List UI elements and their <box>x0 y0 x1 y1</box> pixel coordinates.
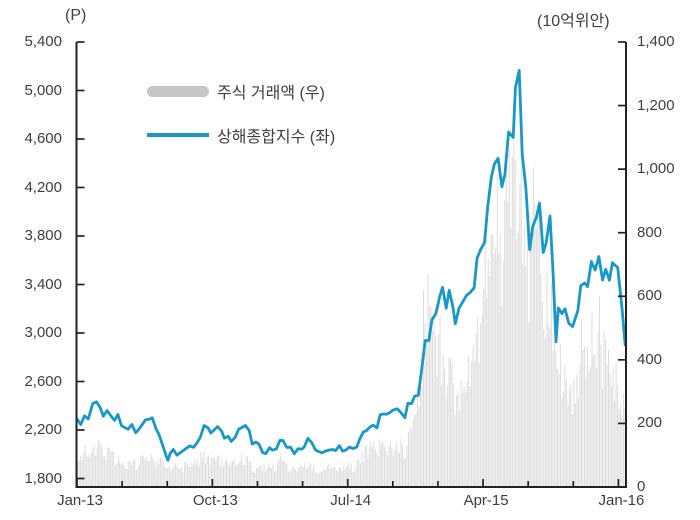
left-axis-tick-label: 2,600 <box>24 372 62 390</box>
x-axis-tick-label: Jan-16 <box>598 492 645 509</box>
left-axis-tick-label: 5,400 <box>24 33 62 50</box>
volume-bars <box>77 141 626 488</box>
left-axis-tick-label: 3,400 <box>24 275 62 293</box>
x-axis-tick-label: Apr-15 <box>463 492 509 509</box>
right-axis-unit-label: (10억위안) <box>537 13 610 30</box>
right-axis-tick-label: 1,000 <box>637 160 675 178</box>
left-axis-tick-label: 2,200 <box>24 421 62 438</box>
x-axis-tick-label: Jul-14 <box>330 492 372 509</box>
right-axis-tick-label: 200 <box>637 414 663 432</box>
left-axis-tick-label: 1,800 <box>24 469 62 487</box>
bar-swatch-icon <box>147 85 209 97</box>
right-axis-tick-label: 1,200 <box>637 96 675 114</box>
legend-item-trading-value: 주식 거래액 (우) <box>147 80 335 102</box>
right-axis-tick-label: 600 <box>637 287 663 305</box>
left-axis-tick-label: 4,600 <box>24 130 62 147</box>
legend-label-shanghai-composite: 상해종합지수 (좌) <box>217 129 336 146</box>
index-line <box>75 69 627 462</box>
left-axis-tick-label: 3,000 <box>24 324 62 341</box>
left-axis-tick-label: 5,000 <box>24 81 62 99</box>
left-axis-tick-label: 3,800 <box>24 227 62 244</box>
legend: 주식 거래액 (우) 상해종합지수 (좌) <box>147 80 335 168</box>
left-axis-tick-label: 4,200 <box>24 178 62 196</box>
right-axis-tick-label: 800 <box>637 223 663 241</box>
line-swatch-icon <box>147 133 209 137</box>
axes <box>75 42 627 488</box>
right-axis-tick-label: 1,400 <box>637 33 675 50</box>
x-axis-tick-label: Jan-13 <box>57 492 103 509</box>
right-axis-tick-label: 0 <box>637 477 646 495</box>
right-axis-tick-label: 400 <box>637 350 663 368</box>
x-axis-tick-label: Oct-13 <box>192 492 238 509</box>
left-axis-unit-label: (P) <box>65 7 87 24</box>
tick-marks <box>76 41 626 488</box>
legend-item-shanghai-composite: 상해종합지수 (좌) <box>147 124 335 146</box>
legend-label-trading-value: 주식 거래액 (우) <box>217 85 325 102</box>
